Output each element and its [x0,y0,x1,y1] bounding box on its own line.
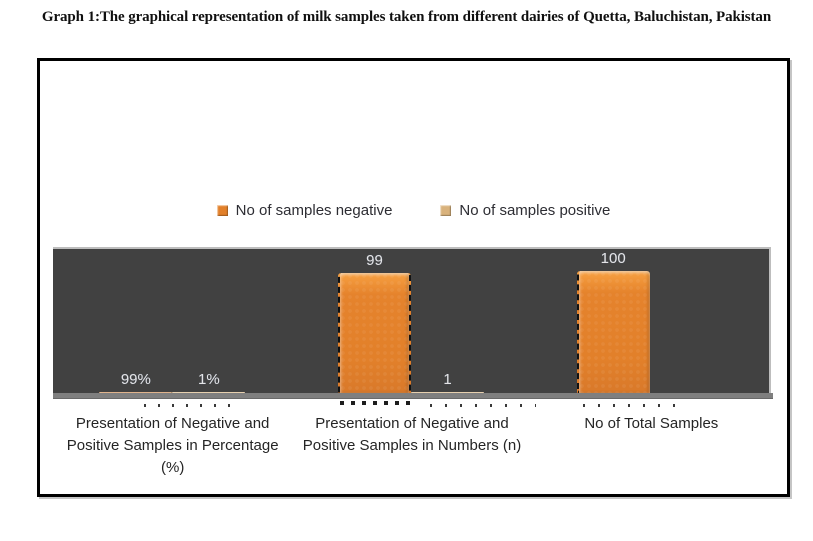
bar [576,271,650,393]
legend-item-positive: No of samples positive [440,202,610,219]
chart-legend: No of samples negative No of samples pos… [40,202,787,219]
legend-swatch-negative-icon [216,205,228,216]
bar [338,273,411,393]
bar-group: 99 1 [292,249,531,393]
render-artifact-dashes [340,401,416,405]
x-axis-label-percentage: Presentation of Negative and Positive Sa… [66,415,279,476]
legend-swatch-positive-icon [440,205,452,216]
x-axis-label-total: No of Total Samples [584,415,719,432]
plot-area: 99% 1% 99 1 100 [53,247,771,393]
bar-slot [650,249,723,393]
legend-label-negative: No of samples negative [235,202,393,219]
bar-slot: 99% [99,249,173,393]
chart-frame: No of samples negative No of samples pos… [37,58,790,497]
bar-slot: 1% [172,249,246,393]
bar [411,392,484,393]
bar-slot: 100 [576,249,650,393]
bar-group: 99% 1% [53,249,292,393]
bar [99,392,173,393]
bar-slot: 1 [411,249,484,393]
plot-baseline [53,393,773,399]
x-axis-labels: Presentation of Negative and Positive Sa… [53,413,771,479]
x-axis-label-numbers: Presentation of Negative and Positive Sa… [302,415,522,454]
bar-group: 100 [530,249,769,393]
render-artifact-dots [430,404,536,407]
legend-label-positive: No of samples positive [459,202,611,219]
bar-slot: 99 [338,249,411,393]
page-title: Graph 1:The graphical representation of … [41,9,772,25]
render-artifact-dots [583,404,679,407]
bar [172,392,246,393]
legend-item-negative: No of samples negative [216,202,393,219]
render-artifact-dots [144,404,236,407]
